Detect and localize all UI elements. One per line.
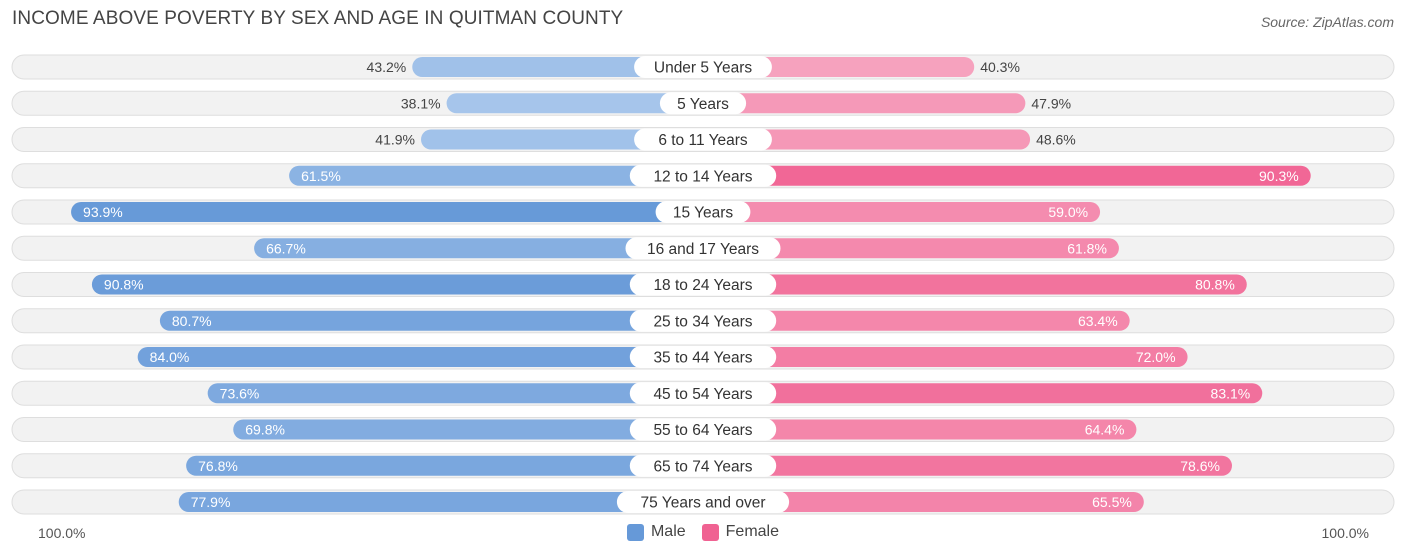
bar-male [71,202,704,222]
bar-female [703,310,1130,331]
category-pill [629,418,777,441]
source-label: Source: ZipAtlas.com [1260,14,1394,30]
bar-female [703,347,1188,367]
bar-male [186,455,704,476]
value-label-male: 43.2% [367,59,407,75]
category-pill [616,491,790,513]
bar-male [178,492,703,512]
value-label-female: 48.6% [1036,132,1076,148]
category-label: 12 to 14 Years [653,168,752,185]
bar-female [703,383,1263,404]
value-label-male: 38.1% [401,95,441,111]
category-pill [629,382,777,405]
category-pill [625,237,781,260]
bar-female [703,455,1232,476]
category-pill [629,273,777,296]
value-label-female: 64.4% [1085,422,1125,438]
value-label-female: 59.0% [1048,204,1088,220]
category-label: Under 5 Years [654,60,752,77]
value-label-female: 78.6% [1180,458,1220,474]
category-pill [629,309,777,332]
category-label: 65 to 74 Years [653,458,752,475]
legend-swatch-male [626,523,644,541]
category-pill [655,201,751,223]
value-label-female: 65.5% [1092,494,1132,510]
value-label-male: 73.6% [220,385,260,401]
bar-female [703,492,1144,512]
category-label: 25 to 34 Years [653,313,752,330]
category-label: 45 to 54 Years [653,386,752,403]
category-pill [634,56,772,78]
bar-male [233,419,703,440]
value-label-male: 76.8% [198,458,238,474]
axis-right-label: 100.0% [1321,525,1369,541]
legend-swatch-female [701,523,719,541]
value-label-female: 83.1% [1211,385,1251,401]
legend-item-female[interactable]: Female [701,523,780,541]
chart-title: INCOME ABOVE POVERTY BY SEX AND AGE IN Q… [12,8,624,29]
category-label: 6 to 11 Years [658,132,748,149]
bar-male [137,347,703,367]
value-label-male: 66.7% [266,240,306,256]
bar-male [412,57,703,77]
legend-label-male: Male [650,523,686,540]
value-label-female: 72.0% [1136,349,1176,365]
category-label: 18 to 24 Years [653,277,752,294]
value-label-male: 61.5% [301,168,341,184]
value-label-male: 80.7% [172,313,212,329]
category-pill [659,92,747,115]
category-label: 16 and 17 Years [647,241,759,258]
value-label-female: 63.4% [1078,313,1118,329]
bar-female [703,274,1247,295]
bar-female [703,57,975,77]
legend-label-female: Female [725,523,780,540]
category-pill [629,454,777,477]
category-label: 15 Years [673,205,734,222]
value-label-male: 93.9% [83,204,123,220]
category-label: 55 to 64 Years [653,422,752,439]
value-label-female: 90.3% [1259,168,1299,184]
value-label-male: 41.9% [375,132,415,148]
category-pill [629,164,777,187]
value-label-female: 40.3% [980,59,1020,75]
axis-left-label: 100.0% [38,525,86,541]
bar-female [703,238,1119,259]
bar-male [207,383,703,404]
legend-item-male[interactable]: Male [626,523,686,541]
value-label-male: 69.8% [245,422,285,438]
category-pill [629,346,777,368]
bar-male [159,310,703,331]
value-label-female: 61.8% [1067,240,1107,256]
bar-female [703,202,1101,222]
bar-female [703,419,1137,440]
bar-male [446,93,703,114]
value-label-female: 47.9% [1031,95,1071,111]
bar-female [703,165,1311,186]
chart-svg: 43.2% 40.3% Under 5 Years 38.1% 47.9% 5 Years… [11,54,1395,515]
bar-male [421,129,703,150]
value-label-female: 80.8% [1195,277,1235,293]
category-pill [634,128,772,151]
category-label: 5 Years [677,96,729,113]
bar-male [289,165,703,186]
legend: Male Female [0,523,1406,541]
bar-male [91,274,703,295]
value-label-male: 84.0% [150,349,190,365]
value-label-male: 90.8% [104,277,144,293]
value-label-male: 77.9% [191,494,231,510]
bar-male [254,238,703,259]
bar-female [703,93,1026,114]
bar-female [703,129,1031,150]
category-label: 35 to 44 Years [653,350,752,367]
category-label: 75 Years and over [641,495,766,512]
